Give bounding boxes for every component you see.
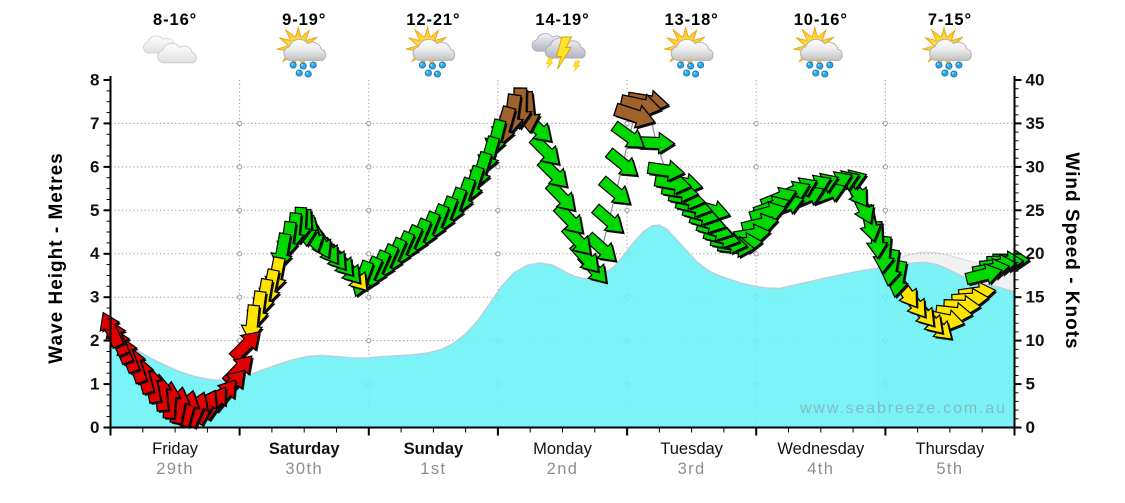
- svg-text:8-16°: 8-16°: [153, 11, 197, 29]
- svg-text:12-21°: 12-21°: [406, 11, 460, 29]
- svg-text:0: 0: [90, 418, 99, 437]
- svg-text:Sunday: Sunday: [404, 440, 464, 458]
- svg-text:4th: 4th: [807, 460, 834, 478]
- svg-text:5: 5: [90, 201, 99, 220]
- svg-text:13-18°: 13-18°: [664, 11, 718, 29]
- svg-text:5: 5: [1026, 375, 1035, 394]
- svg-text:29th: 29th: [156, 460, 194, 478]
- svg-text:9-19°: 9-19°: [282, 11, 326, 29]
- svg-text:10-16°: 10-16°: [794, 11, 848, 29]
- svg-text:20: 20: [1026, 244, 1045, 263]
- svg-text:www.seabreeze.com.au: www.seabreeze.com.au: [799, 400, 1005, 417]
- svg-text:1st: 1st: [420, 460, 446, 478]
- svg-text:15: 15: [1026, 288, 1045, 307]
- svg-text:35: 35: [1026, 114, 1045, 133]
- svg-text:Wave Height - Metres: Wave Height - Metres: [46, 152, 67, 363]
- svg-text:6: 6: [90, 157, 99, 176]
- svg-text:Monday: Monday: [533, 440, 592, 458]
- svg-text:Saturday: Saturday: [269, 440, 340, 458]
- svg-text:40: 40: [1026, 71, 1045, 90]
- svg-text:Wednesday: Wednesday: [777, 440, 865, 458]
- svg-text:Thursday: Thursday: [916, 440, 986, 458]
- svg-text:Tuesday: Tuesday: [660, 440, 723, 458]
- svg-text:5th: 5th: [936, 460, 963, 478]
- svg-text:Wind Speed - Knots: Wind Speed - Knots: [1061, 152, 1082, 349]
- svg-text:0: 0: [1026, 418, 1035, 437]
- svg-text:30th: 30th: [285, 460, 323, 478]
- svg-text:14-19°: 14-19°: [535, 11, 589, 29]
- svg-text:2: 2: [90, 331, 99, 350]
- svg-text:7-15°: 7-15°: [928, 11, 972, 29]
- svg-text:4: 4: [90, 244, 100, 263]
- svg-text:1: 1: [90, 375, 99, 394]
- svg-text:Friday: Friday: [152, 440, 199, 458]
- svg-text:2nd: 2nd: [547, 460, 579, 478]
- svg-text:3: 3: [90, 288, 99, 307]
- svg-text:10: 10: [1026, 331, 1045, 350]
- svg-text:8: 8: [90, 71, 99, 90]
- svg-text:3rd: 3rd: [678, 460, 706, 478]
- svg-text:25: 25: [1026, 201, 1045, 220]
- svg-text:30: 30: [1026, 157, 1045, 176]
- svg-text:7: 7: [90, 114, 99, 133]
